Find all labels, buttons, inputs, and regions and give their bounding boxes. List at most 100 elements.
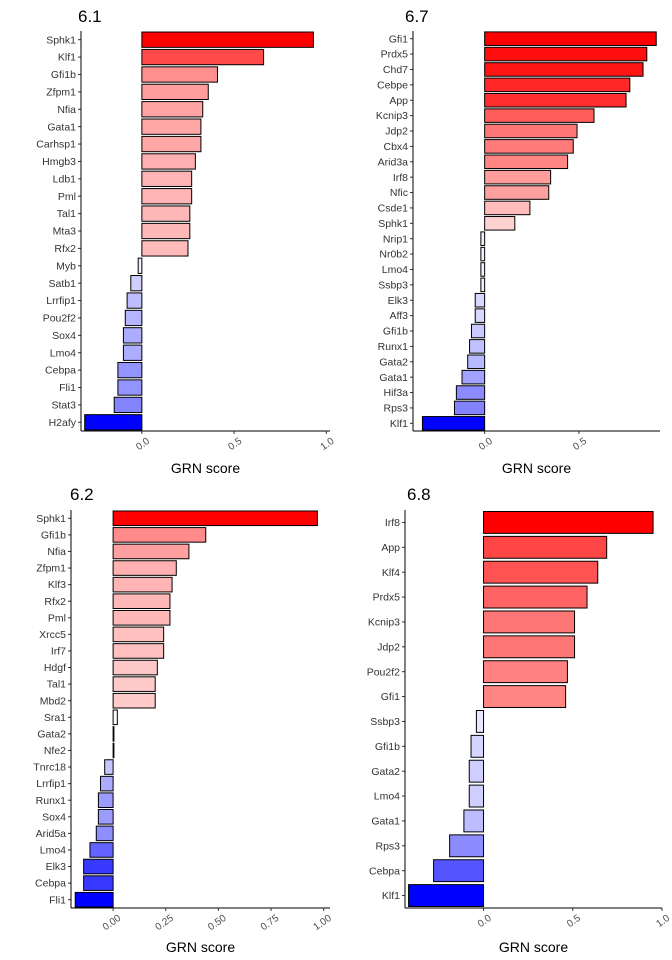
bar-arid5a: [95, 825, 114, 842]
bar-gfi1b: [112, 527, 207, 543]
category-label: Nfe2: [44, 745, 66, 757]
bar-kcnip3: [484, 108, 595, 123]
bar-sphk1: [141, 31, 314, 48]
category-label: H2afy: [49, 417, 77, 429]
category-label: Sra1: [44, 712, 66, 724]
category-label: Chd7: [383, 64, 408, 76]
category-label: App: [381, 542, 400, 554]
category-label: Nfia: [47, 546, 66, 558]
bar-nfia: [141, 101, 204, 118]
bar-lrrfip1: [126, 292, 143, 309]
category-label: Gfi1: [389, 33, 408, 45]
bar-stat3: [113, 396, 143, 414]
bar-hmgb3: [141, 153, 196, 170]
bar-gata2: [468, 759, 485, 783]
category-label: Mta3: [53, 226, 77, 238]
bar-klf1: [421, 416, 486, 431]
bar-rps3: [449, 834, 485, 858]
category-label: Gfi1b: [383, 326, 408, 338]
bar-lmo4: [480, 262, 486, 277]
category-label: Klf3: [48, 579, 66, 591]
category-label: Rps3: [375, 840, 400, 852]
bar-lmo4: [122, 344, 143, 361]
bar-cebpa: [83, 875, 114, 891]
bar-zfpm1: [112, 560, 177, 576]
bar-irf8: [484, 169, 552, 185]
category-label: Cebpe: [377, 79, 408, 91]
bar-irf7: [112, 643, 165, 659]
bar-nfic: [484, 185, 550, 200]
chart-title: 6.2: [70, 485, 94, 504]
x-tick-label: 0.0: [476, 913, 494, 930]
category-label: Gata2: [371, 766, 400, 778]
bar-rps3: [453, 400, 486, 416]
bar-h2afy: [84, 414, 143, 431]
bar-chd7: [484, 62, 644, 77]
bar-sra1: [112, 709, 118, 726]
bar-lmo4: [468, 784, 485, 808]
category-label: Csde1: [378, 203, 409, 215]
bar-hif3a: [455, 385, 486, 400]
bar-mta3: [141, 222, 191, 240]
category-label: Carhsp1: [36, 139, 76, 151]
x-axis-label: GRN score: [166, 939, 235, 955]
category-label: Arid3a: [378, 156, 409, 168]
bar-cbx4: [484, 139, 574, 154]
bar-app: [483, 535, 608, 559]
category-label: Rps3: [383, 403, 408, 415]
category-label: Runx1: [36, 795, 67, 807]
category-label: Irf8: [393, 172, 408, 184]
x-tick-label: 0.0: [477, 436, 495, 453]
category-label: Tal1: [47, 679, 66, 691]
category-label: Zfpm1: [36, 563, 66, 575]
category-label: Pml: [58, 191, 76, 203]
bar-klf4: [483, 560, 599, 584]
category-label: Ldb1: [53, 173, 77, 185]
bar-elk3: [474, 292, 486, 308]
bar-tal1: [141, 205, 191, 222]
category-label: Nfia: [57, 104, 76, 116]
bar-gfi1: [483, 685, 567, 709]
chart-panel-3: 6.2 Sphk1 Gfi1b Nfia Zfpm1 Klf3 Rfx2 Pml Xrcc5 Ir…: [33, 485, 334, 955]
category-label: Sphk1: [36, 513, 66, 525]
bar-kcnip3: [483, 610, 576, 634]
bar-xrcc5: [112, 626, 165, 643]
bar-gfi1: [484, 31, 657, 46]
bar-pou2f2: [124, 309, 143, 327]
category-label: Sphk1: [46, 34, 76, 46]
bar-pml: [141, 188, 193, 205]
x-axis-label: GRN score: [171, 460, 240, 476]
category-label: Sox4: [42, 811, 66, 823]
chart-panel-4: 6.8 Irf8 App Klf4 Prdx5 Kcnip3 Jdp2 Pou2f2 Gfi1 S…: [367, 485, 672, 955]
category-label: Klf1: [382, 890, 400, 902]
x-tick-label: 1.0: [654, 913, 672, 930]
category-label: Cbx4: [383, 141, 408, 153]
category-label: Aff3: [390, 310, 409, 322]
category-label: Lrrfip1: [46, 295, 76, 307]
x-tick-label: 0.5: [565, 913, 583, 930]
chart-title: 6.8: [407, 485, 431, 504]
bar-runx1: [469, 339, 486, 354]
category-label: Mbd2: [40, 695, 66, 707]
bar-aff3: [474, 308, 486, 323]
bar-jdp2: [484, 123, 578, 139]
category-label: Sox4: [52, 330, 76, 342]
bar-tal1: [112, 676, 156, 692]
bar-csde1: [484, 200, 531, 216]
category-label: Pou2f2: [43, 313, 76, 325]
category-label: Lmo4: [50, 347, 76, 359]
bar-hdgf: [112, 659, 158, 676]
bar-cebpa: [117, 361, 143, 379]
category-label: Klf4: [382, 567, 400, 579]
x-tick-label: 0.75: [259, 913, 282, 933]
bar-ssbp3: [480, 277, 486, 293]
bar-arid3a: [484, 154, 569, 170]
bar-sphk1: [484, 216, 516, 231]
category-label: Zfpm1: [46, 86, 76, 98]
bar-cebpa: [433, 859, 485, 883]
category-label: Hmgb3: [42, 156, 76, 168]
bar-fli1: [74, 891, 114, 908]
bar-elk3: [83, 858, 114, 875]
bar-lrrfip1: [99, 775, 114, 792]
